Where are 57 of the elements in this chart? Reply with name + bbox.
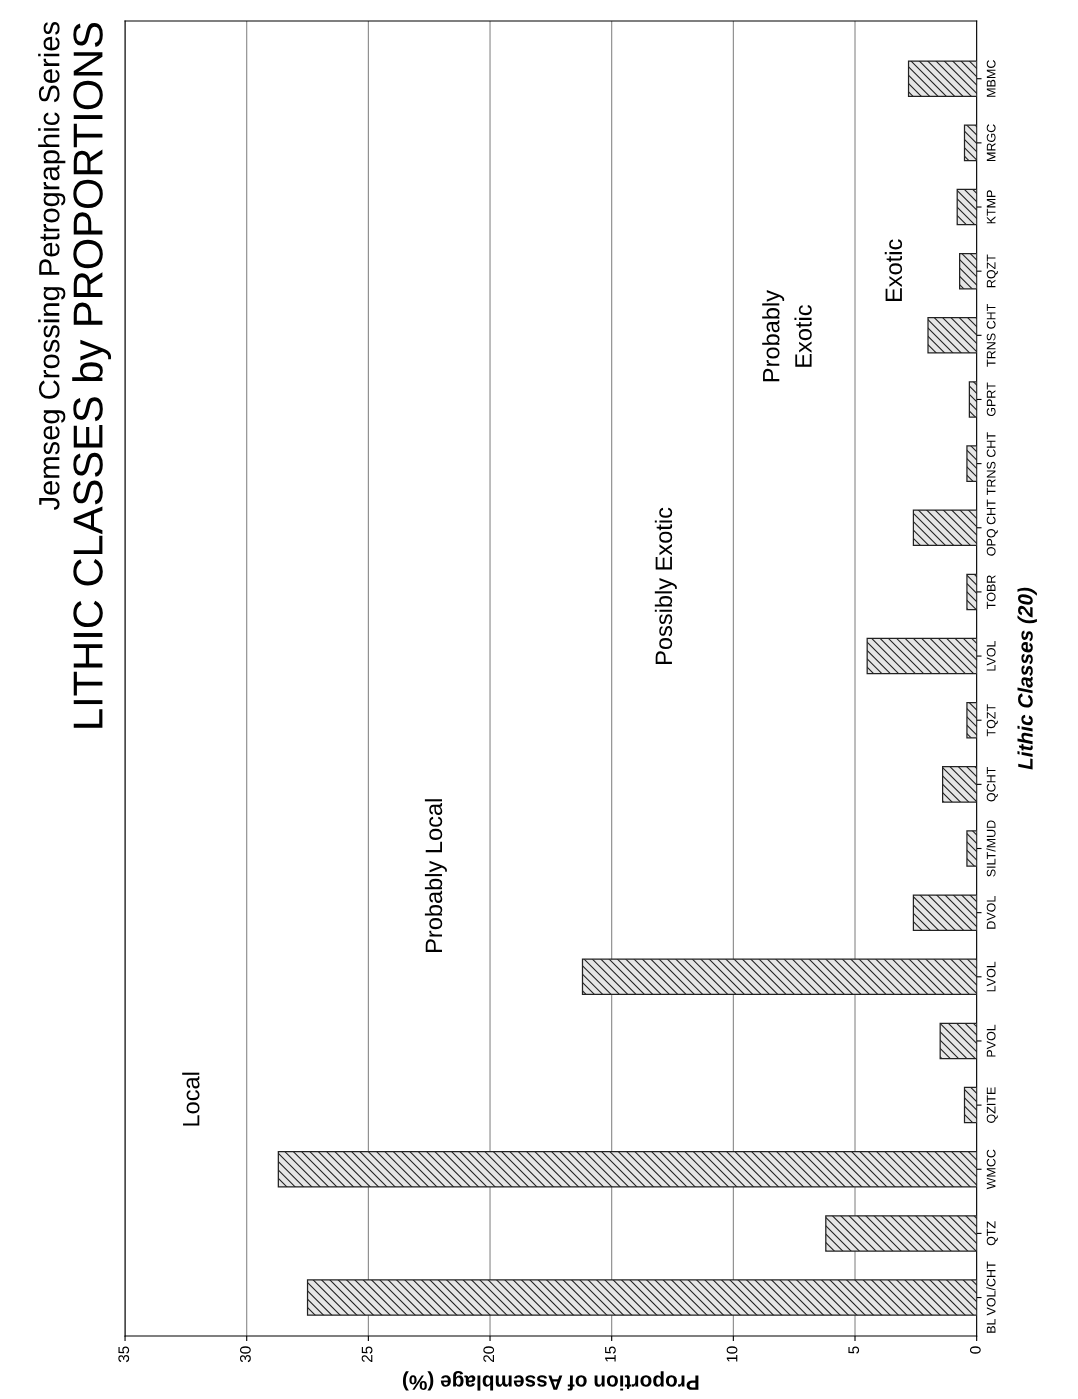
y-tick-label: DVOL [986,896,996,929]
y-tick-label: QCHT [986,766,998,802]
annotation: Probably Exotic [762,290,812,382]
y-tick-label: BL VOL/CHT [986,1261,996,1333]
bar [959,252,977,290]
text: Jemseg Crossing Petrographic Series [38,22,66,511]
y-tick-label: OPQ CHT [986,499,998,556]
y-tick-label: SILT/MUD [986,820,996,877]
bar [966,830,977,867]
y-tick-label: RQZT [986,254,998,288]
bar [927,317,977,354]
annotation: Local [182,1072,200,1126]
bar [941,766,977,803]
y-tick-label: LVOL [986,640,996,671]
y-tick-label: GPRT [986,382,996,417]
bar [939,1022,977,1060]
y-tick-label: MBMC [986,60,996,97]
bar [306,1279,977,1316]
y-tick-label: TQZT [986,704,998,737]
y-tick-label: QTZ [986,1221,998,1246]
y-tick-label: TRNS CHT [986,432,996,495]
x-tick-label: 5 [848,1346,860,1354]
y-tick-label: PVOL [986,1024,996,1057]
bar [907,60,977,97]
bar [825,1215,977,1252]
bar [277,1150,977,1188]
y-tick-label: TRNS CHT [986,304,996,367]
y-tick-label: MRGC [986,124,996,161]
x-tick-label: 20 [483,1346,495,1362]
bar [581,958,977,996]
x-tick-label: 35 [118,1346,130,1363]
bar [963,124,977,162]
text: LITHIC CLASSES by PROPORTIONS [72,22,112,728]
bar [968,381,977,418]
annotation: Possibly Exotic [654,507,677,664]
bar [966,445,977,482]
bar [912,894,977,931]
bar [956,188,977,226]
bar [966,701,977,739]
y-tick-label: LVOL [986,961,996,992]
y-tick-label: TOBR [986,575,996,609]
x-axis-title: Proportion of Assemblage (%) [402,1371,699,1391]
y-tick-label: QZITE [986,1087,998,1123]
x-tick-label: 10 [726,1346,738,1362]
x-tick-label: 25 [361,1346,373,1362]
y-tick-label: KTMP [986,190,996,224]
x-tick-label: 30 [239,1346,251,1363]
annotation: Exotic [884,239,903,302]
bar [912,509,977,547]
bar [963,1086,977,1124]
bar [966,573,977,611]
y-tick-label: WMCC [986,1149,996,1190]
bar [866,637,977,675]
annotation: Probably Local [424,799,447,952]
x-tick-label: 15 [605,1346,616,1362]
x-tick-label: 0 [969,1346,981,1354]
y-axis-title: Lithic Classes (20) [1017,587,1037,770]
